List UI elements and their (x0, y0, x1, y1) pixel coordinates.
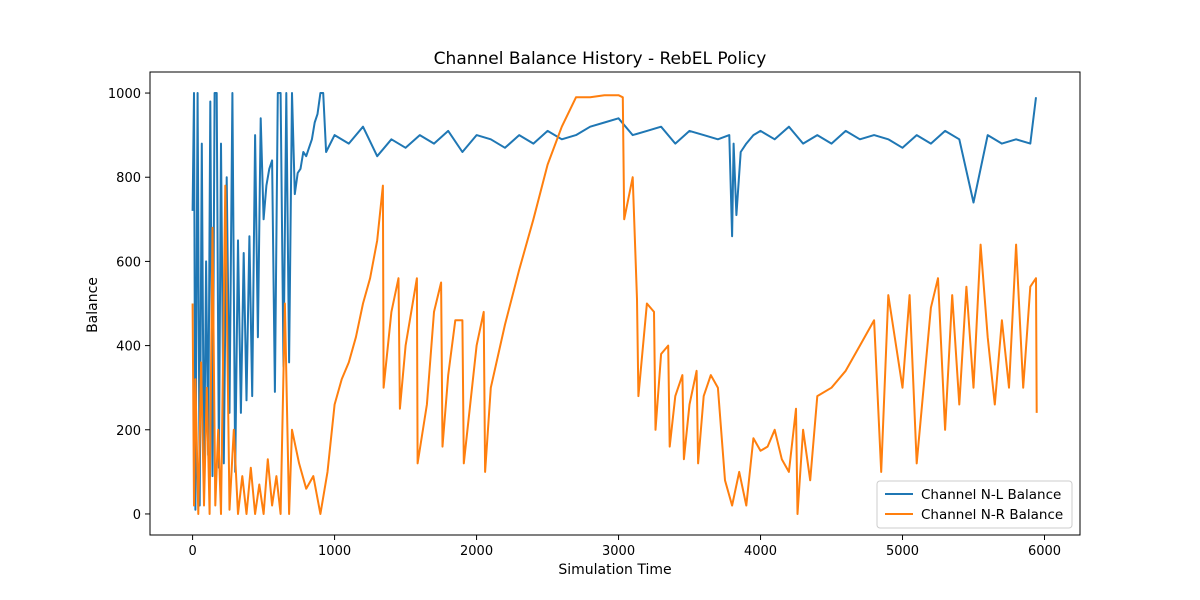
y-tick-label: 400 (116, 340, 141, 355)
y-tick-label: 600 (116, 255, 141, 270)
legend: Channel N-L Balance Channel N-R Balance (876, 480, 1073, 529)
y-tick-label: 0 (133, 508, 141, 523)
x-tick-label: 1000 (318, 544, 351, 559)
y-axis-label: Balance (85, 277, 101, 333)
legend-label: Channel N-R Balance (921, 507, 1063, 523)
series-line-1 (191, 92, 1037, 511)
legend-label: Channel N-L Balance (921, 487, 1061, 503)
y-axis: 0 200 400 600 800 1000 (108, 87, 150, 523)
y-tick-label: 200 (116, 424, 141, 439)
x-tick-label: 0 (188, 544, 196, 559)
chart-title: Channel Balance History - RebEL Policy (434, 49, 767, 69)
plot-area-frame (149, 71, 1081, 536)
series-layer (191, 92, 1038, 515)
x-axis-label: Simulation Time (558, 562, 671, 578)
x-tick-label: 3000 (602, 544, 635, 559)
y-tick-label: 1000 (108, 87, 141, 102)
x-tick-label: 2000 (460, 544, 493, 559)
x-tick-label: 5000 (886, 544, 919, 559)
series-line-2 (191, 94, 1038, 515)
legend-box (876, 480, 1073, 529)
y-tick-label: 800 (116, 171, 141, 186)
x-tick-label: 6000 (1028, 544, 1061, 559)
x-axis: 0 1000 2000 3000 4000 5000 6000 (188, 535, 1061, 559)
x-tick-label: 4000 (744, 544, 777, 559)
